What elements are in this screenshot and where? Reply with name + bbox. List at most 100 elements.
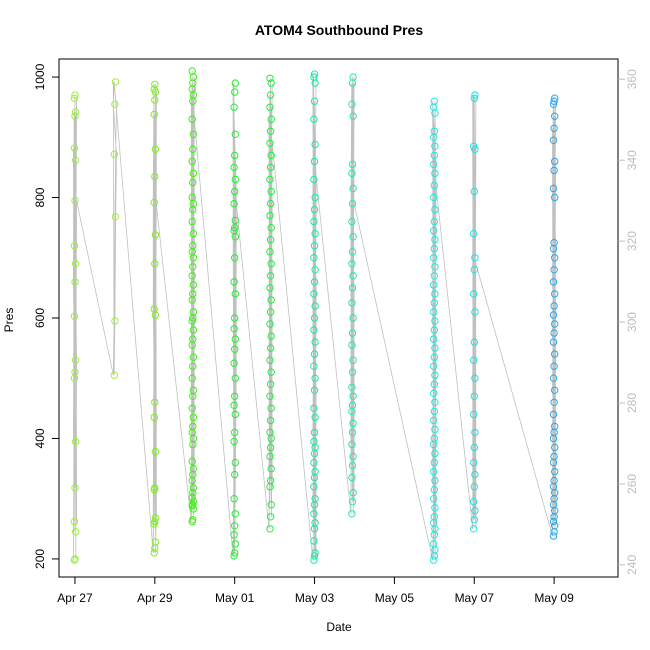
data-point [551, 94, 559, 102]
x-tick-label: May 01 [215, 591, 255, 605]
data-point [348, 217, 356, 226]
data-point [348, 329, 357, 337]
data-point [266, 428, 274, 437]
data-point [348, 368, 357, 376]
cast-connector-line [350, 188, 434, 561]
data-point [230, 531, 238, 539]
data-point [430, 272, 438, 280]
data-point [310, 115, 318, 123]
data-point [189, 130, 198, 139]
data-point [349, 452, 357, 461]
data-point [230, 437, 238, 446]
data-point [470, 230, 478, 238]
data-point [189, 386, 198, 394]
data-point [310, 483, 318, 491]
data-point [310, 70, 319, 78]
data-point [188, 115, 196, 123]
data-point [470, 483, 478, 491]
data-point [431, 263, 439, 271]
cast-connector-line [432, 155, 474, 529]
data-point [189, 464, 198, 473]
data-point [470, 290, 478, 298]
data-point [310, 510, 318, 518]
cast-connector-line [113, 81, 154, 553]
data-point [311, 266, 319, 274]
data-point [266, 344, 275, 352]
data-point [349, 184, 357, 193]
data-point [431, 344, 439, 352]
data-point [430, 103, 438, 111]
data-point [431, 317, 439, 325]
data-point [310, 314, 319, 322]
x-axis: Apr 27 Apr 29 May 01 May 03 May 05 May 07 May … [57, 577, 574, 605]
cast-trace-line [232, 83, 237, 556]
data-point [189, 501, 197, 509]
data-point [551, 350, 559, 358]
data-point [311, 495, 319, 503]
data-point [189, 362, 197, 370]
data-point [431, 205, 439, 214]
data-point [188, 317, 196, 325]
data-point [110, 371, 119, 379]
cast-connector-line [193, 119, 234, 556]
data-point [266, 199, 275, 208]
data-point [150, 413, 158, 422]
data-point [231, 130, 240, 139]
data-point [188, 217, 196, 226]
data-point [189, 178, 197, 187]
cast-connector-line [76, 200, 114, 376]
data-point [470, 266, 478, 274]
data-point [231, 374, 240, 382]
data-point [551, 467, 559, 476]
data-point [430, 217, 438, 226]
data-point [310, 386, 319, 394]
data-point [431, 476, 439, 485]
data-point [550, 97, 558, 105]
data-point [188, 67, 196, 75]
data-point [348, 428, 357, 437]
data-point [266, 284, 274, 292]
data-point [471, 507, 479, 515]
data-point [349, 73, 357, 81]
data-point [430, 434, 438, 443]
data-point [151, 538, 160, 546]
data-point [231, 410, 240, 419]
data-point [266, 139, 274, 148]
data-point [431, 504, 439, 512]
data-point [430, 389, 438, 397]
data-point [231, 510, 240, 518]
data-point [266, 74, 274, 83]
data-point [310, 217, 318, 226]
data-point [310, 290, 318, 298]
data-point [267, 224, 275, 232]
data-point [230, 103, 238, 111]
data-point [189, 242, 197, 250]
data-point [111, 317, 119, 325]
data-point [430, 540, 438, 548]
data-point [470, 498, 478, 506]
data-point [230, 227, 238, 235]
data-point [310, 537, 318, 545]
data-point [71, 484, 79, 492]
data-point [349, 356, 357, 364]
y2-tick-label: 260 [625, 474, 639, 494]
y-axis-label: Pres [2, 308, 16, 333]
data-point [266, 392, 274, 400]
data-point [111, 213, 120, 221]
data-point [231, 290, 240, 298]
data-point [348, 299, 356, 307]
data-point [551, 443, 559, 452]
data-point [266, 211, 274, 220]
data-point [470, 458, 478, 467]
data-point [550, 266, 558, 274]
data-point [551, 112, 559, 120]
data-point [311, 413, 319, 422]
data-point [231, 345, 239, 353]
data-point [71, 91, 79, 99]
data-point [348, 461, 357, 470]
cast-connector-line [314, 161, 352, 514]
data-point [266, 476, 275, 485]
cast-trace-line [112, 81, 117, 376]
y2-tick-label: 300 [625, 312, 639, 332]
